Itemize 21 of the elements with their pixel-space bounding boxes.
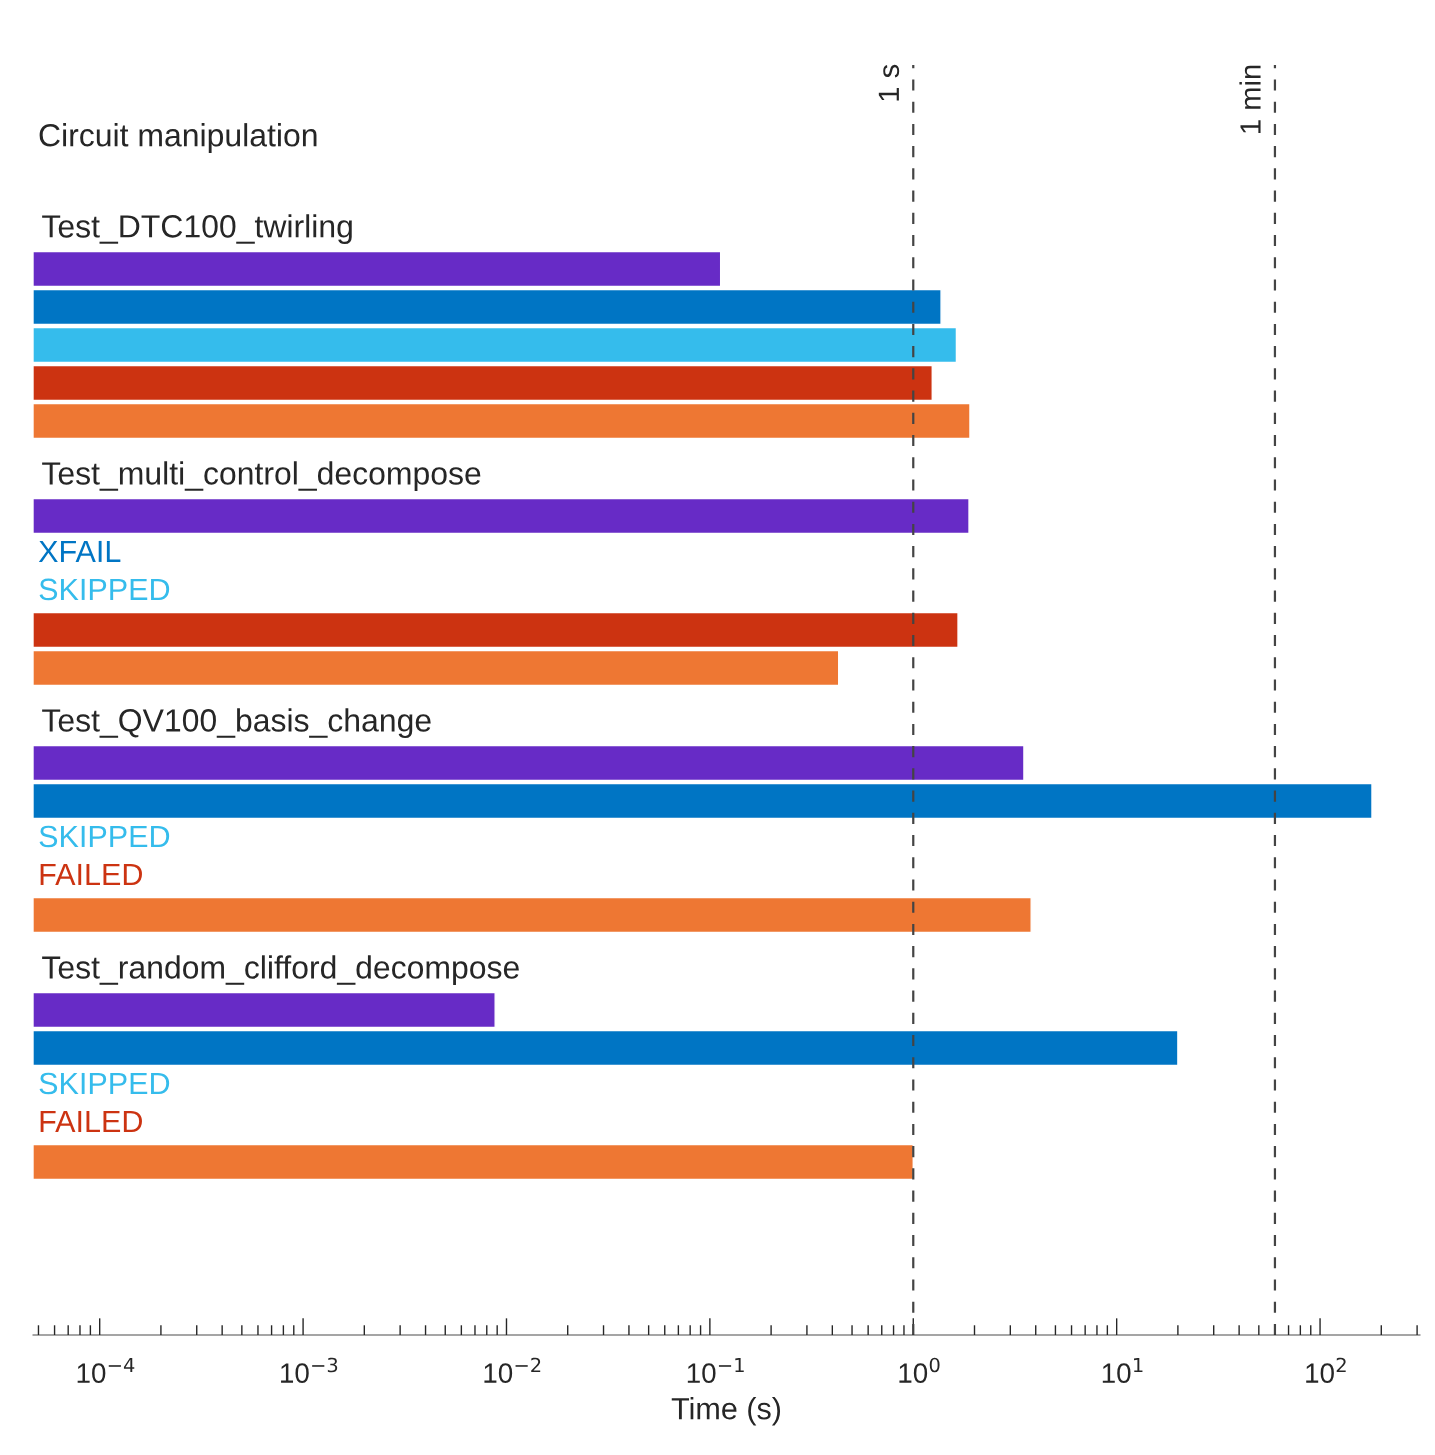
x-tick-label: 10$^{1}$ (1102, 1357, 1143, 1383)
x-tick-label: 10$^{2}$ (1306, 1357, 1346, 1383)
y-tick-label: Test_multi_control_decompose (42, 461, 481, 492)
text: FAILED (40, 863, 142, 885)
x-tick-label: 10$^{−1}$ (687, 1357, 744, 1383)
y-tick-label: Test_random_clifford_decompose (42, 955, 519, 986)
text: FAILED (40, 1110, 142, 1132)
text: SKIPPED (39, 1072, 170, 1095)
text: XFAIL (38, 540, 121, 562)
text: Circuit manipulation (39, 123, 317, 153)
x-tick-label: 10$^{0}$ (899, 1357, 940, 1383)
x-tick-label: 10$^{−4}$ (77, 1357, 135, 1383)
y-tick-label: Test_QV100_basis_change (42, 708, 431, 739)
ref-line-label: 1 s (878, 64, 900, 101)
ref-line-label: 1 min (1239, 65, 1261, 133)
x-axis-title: Time (s) (671, 1397, 781, 1426)
text: SKIPPED (39, 578, 170, 601)
text: SKIPPED (39, 825, 170, 848)
y-tick-label: Test_DTC100_twirling (42, 214, 352, 244)
x-tick-label: 10$^{−3}$ (281, 1357, 338, 1383)
x-tick-label: 10$^{−2}$ (484, 1357, 541, 1383)
